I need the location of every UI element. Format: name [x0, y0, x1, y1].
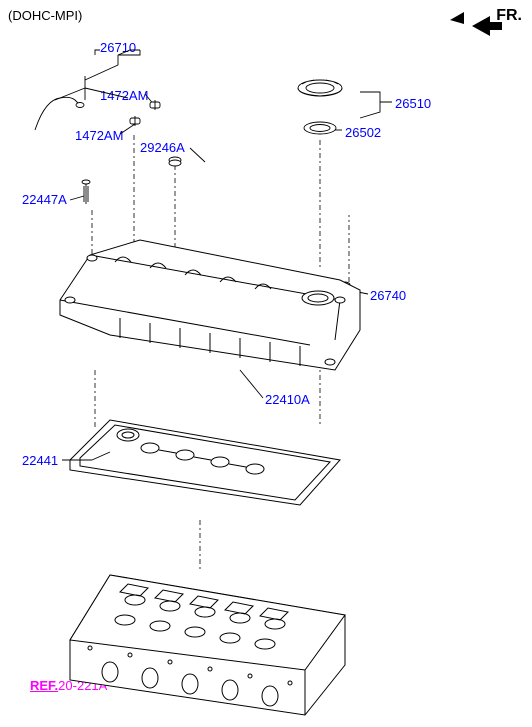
part-link-1472AM-lower[interactable]: 1472AM — [75, 128, 123, 143]
cylinder-head-shape — [70, 575, 345, 715]
part-link-22447A[interactable]: 22447A — [22, 192, 67, 207]
part-link-26740[interactable]: 26740 — [370, 288, 406, 303]
part-link-1472AM-upper[interactable]: 1472AM — [100, 88, 148, 103]
part-link-26510[interactable]: 26510 — [395, 96, 431, 111]
part-link-22410A[interactable]: 22410A — [265, 392, 310, 407]
engine-variant-label: (DOHC-MPI) — [8, 8, 82, 23]
part-link-29246A[interactable]: 29246A — [140, 140, 185, 155]
valve-cover-shape — [60, 240, 360, 370]
gasket-shape — [70, 420, 340, 505]
ref-prefix: REF. — [30, 678, 58, 693]
part-link-26502[interactable]: 26502 — [345, 125, 381, 140]
ref-link[interactable]: 20-221A — [58, 678, 107, 693]
front-label: FR. — [496, 7, 522, 24]
exploded-diagram — [0, 0, 532, 727]
part-link-22441[interactable]: 22441 — [22, 453, 58, 468]
front-indicator: FR. — [450, 6, 522, 26]
ref-label: REF.20-221A — [30, 678, 107, 693]
part-link-26710[interactable]: 26710 — [100, 40, 136, 55]
diagram-container: (DOHC-MPI) FR. 26710 1472AM 1472AM 29246… — [0, 0, 532, 727]
